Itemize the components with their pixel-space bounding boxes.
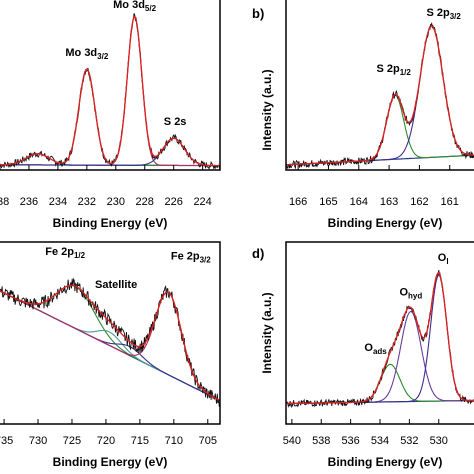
component-peak-d-1: [286, 310, 474, 405]
xtick-label-b: 164: [350, 196, 368, 208]
peak-label-b: S 2p1/2: [376, 63, 411, 77]
annotations-b: S 2p1/2 S 2p3/2: [376, 7, 461, 77]
component-peak-d-2: [286, 274, 474, 405]
component-peak-b-0: [286, 94, 474, 166]
peak-label-c: Satellite: [95, 279, 137, 291]
xtick-label-b: 161: [441, 196, 459, 208]
panel-c: 735 730 725 720 715 710 705 Fe 2p1/2 Satellite F…: [0, 241, 221, 469]
xtick-label-c: 710: [165, 435, 183, 447]
peak-label-d: Ohyd: [399, 287, 422, 301]
panel-a: 238 236 234 232 230 228 226 224 Mo 3d3/2 Mo 3d5/…: [0, 0, 221, 230]
panel-b: 166 165 164 163 162 161 S 2p1/2 S 2p3/2 b) Int…: [252, 0, 474, 230]
annotations-a: Mo 3d3/2 Mo 3d5/2 S 2s: [65, 0, 186, 128]
xtick-label-d: 532: [400, 435, 418, 447]
xtick-label-b: 162: [410, 196, 428, 208]
xtick-label-c: 715: [131, 435, 149, 447]
xtick-label-c: 705: [199, 435, 217, 447]
xtick-label-a: 230: [107, 196, 125, 208]
curves-d: [286, 270, 474, 409]
xtick-label-d: 534: [371, 435, 389, 447]
xtick-label-a: 238: [0, 196, 9, 208]
xtick-label-c: 725: [63, 435, 81, 447]
xticks-c: 735 730 725 720 715 710 705: [0, 419, 217, 447]
axes-frame-c: [0, 241, 221, 425]
fit-envelope-c: [0, 284, 220, 402]
peak-label-d: Ol: [438, 252, 449, 266]
component-peak-a-1: [0, 68, 220, 167]
panel-letter-d: d): [252, 246, 264, 261]
curves-c: [0, 277, 220, 407]
xtick-label-b: 166: [289, 196, 307, 208]
axes-frame-d: [285, 241, 474, 425]
peak-label-c: Fe 2p3/2: [171, 251, 211, 265]
xtick-label-c: 735: [0, 435, 13, 447]
axes-frame-b: [285, 0, 474, 171]
peak-label-a: S 2s: [164, 116, 187, 128]
xtick-label-a: 228: [136, 196, 154, 208]
fit-envelope-d: [286, 272, 474, 405]
panel-d: 540 538 536 534 532 530 Oads Ohyd Ol d) Intensi…: [252, 241, 474, 469]
xlabel-c: Binding Energy (eV): [53, 455, 168, 469]
xlabel-a: Binding Energy (eV): [53, 216, 168, 230]
xticks-b: 166 165 164 163 162 161: [289, 165, 459, 208]
fit-envelope-b: [286, 25, 474, 166]
xtick-label-a: 232: [78, 196, 96, 208]
xtick-label-a: 226: [165, 196, 183, 208]
xtick-label-d: 540: [283, 435, 301, 447]
xtick-label-a: 236: [20, 196, 38, 208]
xtick-label-b: 165: [319, 196, 337, 208]
peak-label-a: Mo 3d5/2: [113, 0, 156, 13]
xtick-label-a: 224: [193, 196, 211, 208]
peak-label-a: Mo 3d3/2: [65, 47, 108, 61]
peak-label-c: Fe 2p1/2: [45, 246, 85, 260]
annotations-d: Oads Ohyd Ol: [364, 252, 448, 356]
xtick-label-d: 536: [341, 435, 359, 447]
component-peak-a-2: [0, 16, 220, 167]
raw-data-d: [286, 270, 474, 409]
xticks-a: 238 236 234 232 230 228 226 224: [0, 165, 212, 208]
curves-a: [0, 13, 220, 170]
xtick-label-b: 163: [380, 196, 398, 208]
peak-label-d: Oads: [364, 342, 387, 356]
xtick-label-d: 530: [430, 435, 448, 447]
xticks-d: 540 538 536 534 532 530: [283, 419, 448, 447]
peak-label-b: S 2p3/2: [426, 7, 461, 21]
xtick-label-a: 234: [49, 196, 67, 208]
fit-envelope-a: [0, 15, 220, 167]
ylabel-d: Intensity (a.u.): [260, 292, 274, 373]
curves-b: [286, 22, 474, 170]
xlabel-b: Binding Energy (eV): [328, 216, 443, 230]
xtick-label-c: 730: [29, 435, 47, 447]
xlabel-d: Binding Energy (eV): [328, 455, 443, 469]
panel-letter-b: b): [252, 6, 264, 21]
raw-data-a: [0, 13, 220, 170]
xtick-label-d: 538: [312, 435, 330, 447]
component-peak-d-0: [286, 363, 474, 405]
xtick-label-c: 720: [97, 435, 115, 447]
axes-frame-a: [0, 0, 221, 171]
ylabel-b: Intensity (a.u.): [260, 69, 274, 150]
